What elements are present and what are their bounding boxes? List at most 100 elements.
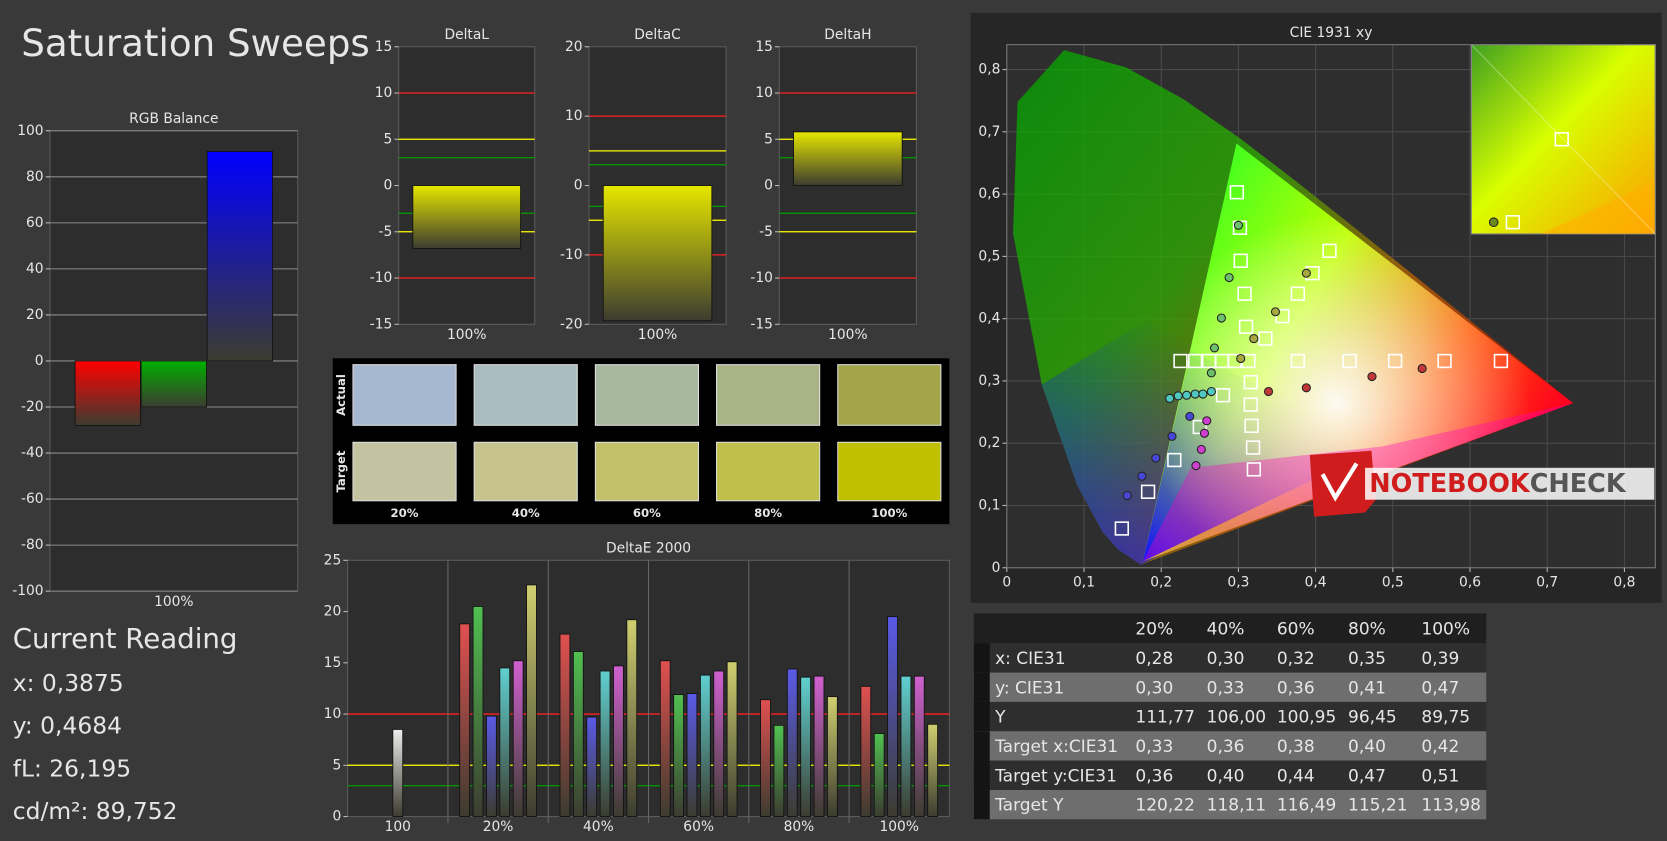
cie-diagram xyxy=(1013,50,1574,565)
bar xyxy=(673,694,684,817)
table-header: 40% xyxy=(1207,619,1245,639)
bar xyxy=(599,670,611,817)
table-cell: 0,36 xyxy=(1277,678,1315,698)
table-cell: 0,38 xyxy=(1277,737,1315,757)
table-cell: 106,00 xyxy=(1207,708,1266,728)
target-point xyxy=(1233,253,1248,268)
y-tick-label: -80 xyxy=(21,537,44,553)
table-cell: 0,33 xyxy=(1207,678,1245,698)
y-tick-label: 15 xyxy=(375,39,393,55)
target-point xyxy=(1114,521,1130,536)
x-tick-label: 100% xyxy=(828,327,867,343)
y-tick-label: -40 xyxy=(21,445,44,461)
y-tick-label: 20 xyxy=(565,39,583,55)
table-row-label: x: CIE31 xyxy=(995,649,1065,669)
table-cell: 0,51 xyxy=(1421,766,1459,786)
reading-line: fL: 26,195 xyxy=(13,754,131,782)
table-row-bg xyxy=(973,760,1487,790)
y-tick-label: 20 xyxy=(26,307,44,323)
table-row-bg xyxy=(973,643,1487,673)
table-cell: 113,98 xyxy=(1421,796,1480,816)
actual-point xyxy=(1137,471,1147,481)
y-tick-label: 10 xyxy=(565,108,583,124)
table-row-bg xyxy=(973,701,1487,732)
bar xyxy=(813,675,825,817)
actual-point xyxy=(1122,490,1132,501)
bar xyxy=(786,668,798,817)
table-cell: 0,40 xyxy=(1348,737,1386,757)
chart-title: DeltaH xyxy=(824,27,871,43)
reading-line: cd/m²: 89,752 xyxy=(13,797,178,825)
inset-target xyxy=(1554,132,1569,147)
inset-area xyxy=(1470,44,1656,235)
bar xyxy=(773,724,785,817)
y-tick-label: 0 xyxy=(764,178,773,194)
target-point xyxy=(1140,484,1156,499)
swatch xyxy=(716,441,821,502)
target-point xyxy=(1245,440,1261,455)
inset-target xyxy=(1505,215,1521,230)
logo-check xyxy=(1320,462,1359,502)
target-point xyxy=(1258,331,1273,346)
y-tick-label: 0 xyxy=(992,560,1001,576)
actual-point xyxy=(1198,389,1208,399)
actual-point xyxy=(1233,220,1243,230)
bar xyxy=(713,670,725,817)
table-cell: 111,77 xyxy=(1135,708,1194,728)
bar xyxy=(412,185,522,249)
bar xyxy=(686,693,698,817)
table-cell: 0,32 xyxy=(1277,649,1315,669)
y-tick-label: 15 xyxy=(755,39,773,55)
y-tick-label: 5 xyxy=(764,131,773,147)
bar xyxy=(927,723,939,817)
swatch xyxy=(352,364,457,426)
y-tick-label: -60 xyxy=(21,491,44,507)
swatch xyxy=(594,441,700,502)
swatch-label: 20% xyxy=(391,506,419,520)
inset-shade xyxy=(1541,180,1656,234)
bar xyxy=(74,360,141,426)
swatch xyxy=(473,364,578,426)
y-tick-label: 0,6 xyxy=(978,186,1000,202)
bar xyxy=(760,699,771,817)
table-cell: 0,36 xyxy=(1207,737,1245,757)
chart-title: DeltaC xyxy=(634,27,680,43)
x-tick-label: 0,5 xyxy=(1382,575,1404,591)
logo: NOTEBOOKCHECK xyxy=(1309,450,1655,517)
y-tick-label: 60 xyxy=(26,215,44,231)
target-point xyxy=(1246,462,1262,477)
bar xyxy=(726,661,738,817)
x-tick-label: 0,6 xyxy=(1459,575,1481,591)
table-cell: 0,39 xyxy=(1421,649,1459,669)
actual-point xyxy=(1263,386,1274,397)
target-point xyxy=(1342,353,1357,369)
x-tick-label: 40% xyxy=(583,819,614,835)
bar xyxy=(526,584,537,817)
x-tick-label: 20% xyxy=(483,819,514,835)
target-point xyxy=(1167,452,1182,468)
plot-frame xyxy=(1006,44,1656,569)
gamut-white xyxy=(1142,143,1574,562)
row-label: Actual xyxy=(334,374,348,416)
bar xyxy=(572,651,584,817)
table-cell: 0,47 xyxy=(1348,766,1386,786)
x-tick-label: 0 xyxy=(1002,575,1011,591)
table-cell: 0,36 xyxy=(1135,766,1173,786)
target-point xyxy=(1243,375,1258,390)
y-tick-label: 0,8 xyxy=(978,62,1000,78)
target-point xyxy=(1493,353,1509,369)
y-tick-label: -15 xyxy=(750,316,773,332)
actual-point xyxy=(1301,268,1311,278)
bar xyxy=(602,185,713,322)
table-cell: 116,49 xyxy=(1277,796,1336,816)
y-tick-label: 40 xyxy=(26,261,44,277)
bar xyxy=(586,716,598,817)
bar xyxy=(206,151,274,362)
bar xyxy=(486,715,497,817)
y-tick-label: 25 xyxy=(324,552,342,568)
actual-point xyxy=(1196,444,1206,455)
y-tick-label: 5 xyxy=(332,757,341,773)
table-cell: 0,33 xyxy=(1135,737,1173,757)
y-tick-label: -100 xyxy=(12,583,43,599)
